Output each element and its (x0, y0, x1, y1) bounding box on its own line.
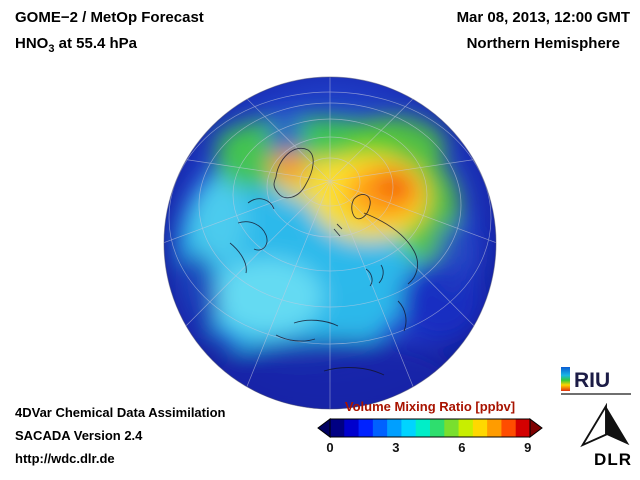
dlr-logo: DLR (570, 403, 632, 470)
hemisphere-map (158, 71, 502, 415)
colorbar-tick-labels: 0 3 6 9 (317, 440, 543, 456)
graticule (164, 77, 496, 409)
coastlines (229, 147, 419, 376)
colorbar-segment (358, 419, 374, 437)
version-label: SACADA Version 2.4 (15, 428, 143, 443)
colorbar-underflow-arrow (317, 418, 331, 438)
colorbar-segment (515, 419, 531, 437)
colorbar-segment (430, 419, 445, 437)
colorbar-overflow-arrow (529, 418, 543, 438)
title-block: GOME−2 / MetOp Forecast HNO3 at 55.4 hPa (15, 9, 204, 55)
colorbar-segment (330, 419, 345, 437)
globe-svg (163, 76, 497, 410)
colorbar-segment (501, 419, 517, 437)
product-title: GOME−2 / MetOp Forecast (15, 9, 204, 26)
assimilation-label: 4DVar Chemical Data Assimilation (15, 405, 226, 420)
riu-logo-stripe-icon (561, 367, 570, 391)
colorbar-tick: 6 (458, 440, 466, 455)
colorbar-tick: 9 (524, 440, 532, 455)
colorbar-segment (401, 419, 417, 437)
species-subscript: 3 (48, 43, 55, 55)
dlr-logo-text: DLR (594, 450, 632, 469)
dlr-logo-icon (580, 403, 630, 448)
colorbar-segment (472, 419, 488, 437)
riu-logo-text: RIU (574, 369, 611, 392)
url-label: http://wdc.dlr.de (15, 451, 115, 466)
region-label: Northern Hemisphere (466, 35, 620, 52)
colorbar-outline (329, 418, 531, 438)
colorbar-segment (487, 419, 503, 437)
species-level-title: HNO3 at 55.4 hPa (15, 35, 204, 55)
datetime-block: Mar 08, 2013, 12:00 GMT Northern Hemisph… (457, 9, 630, 52)
colorbar-title: Volume Mixing Ratio [ppbv] (344, 399, 516, 414)
colorbar-segment (415, 419, 431, 437)
riu-logo: RIU (561, 367, 631, 395)
colorbar: Volume Mixing Ratio [ppbv] 0 3 6 9 (317, 399, 543, 456)
mixing-ratio-field (170, 115, 480, 409)
datetime-label: Mar 08, 2013, 12:00 GMT (456, 9, 630, 26)
colorbar-segment (372, 419, 388, 437)
globe-limb (163, 76, 497, 410)
colorbar-segment (387, 419, 403, 437)
pressure-level-label: at 55.4 hPa (54, 35, 138, 52)
colorbar-segment (344, 419, 360, 437)
colorbar-segment (444, 419, 460, 437)
attribution-block: 4DVar Chemical Data Assimilation SACADA … (15, 401, 226, 470)
colorbar-svg (317, 418, 543, 438)
colorbar-tick: 0 (326, 440, 334, 455)
species-label: HNO (15, 35, 49, 52)
colorbar-tick: 3 (392, 440, 400, 455)
colorbar-segment (458, 419, 474, 437)
colorbar-segments (330, 419, 531, 437)
